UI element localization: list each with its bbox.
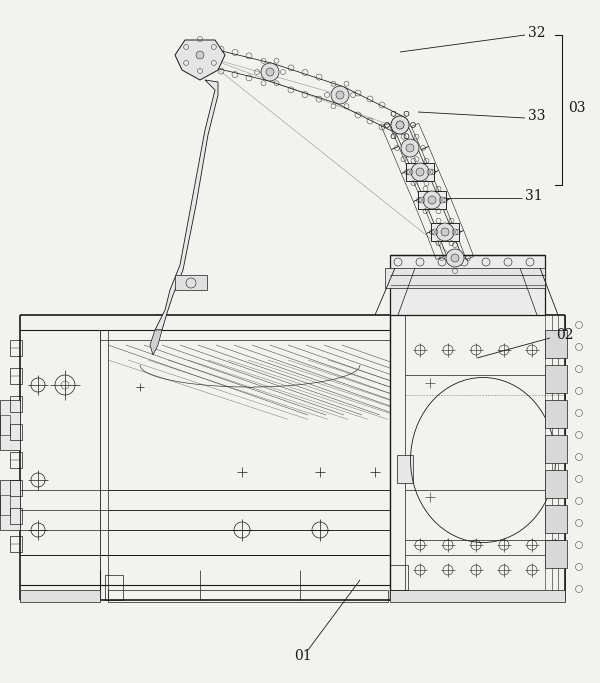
Circle shape (331, 86, 349, 104)
Bar (0, 495, 10, 515)
Circle shape (391, 116, 409, 134)
Bar (397, 455, 413, 483)
Circle shape (441, 228, 449, 236)
Text: 02: 02 (556, 328, 574, 342)
Bar (105, 575, 123, 600)
Bar (545, 400, 567, 428)
Bar (431, 223, 459, 241)
Bar (406, 163, 434, 181)
Circle shape (391, 116, 409, 134)
Polygon shape (155, 80, 218, 330)
Circle shape (266, 68, 274, 76)
Text: 31: 31 (525, 189, 542, 203)
Circle shape (406, 144, 414, 152)
Circle shape (416, 168, 424, 176)
Bar (431, 223, 459, 241)
Circle shape (396, 121, 404, 129)
Bar (418, 191, 446, 209)
Bar (390, 565, 408, 590)
Bar (10, 480, 22, 496)
Polygon shape (175, 40, 225, 80)
Circle shape (428, 196, 436, 204)
Bar (545, 540, 567, 568)
Bar (10, 368, 22, 384)
Bar (390, 255, 545, 315)
Bar (20, 590, 100, 602)
Bar (390, 590, 565, 602)
Circle shape (336, 91, 344, 99)
Circle shape (191, 46, 209, 64)
Bar (385, 268, 545, 288)
Bar (0, 480, 20, 530)
Circle shape (411, 163, 429, 181)
Text: 01: 01 (294, 649, 312, 663)
Bar (545, 330, 567, 358)
Bar (0, 415, 10, 435)
Bar (545, 365, 567, 393)
Bar (108, 590, 388, 602)
Circle shape (261, 63, 279, 81)
Bar (418, 191, 446, 209)
Bar (406, 163, 434, 181)
Bar (10, 396, 22, 412)
Bar (10, 452, 22, 468)
Circle shape (451, 254, 459, 262)
Bar (0, 400, 20, 450)
Circle shape (446, 249, 464, 267)
Circle shape (436, 223, 454, 241)
Circle shape (423, 191, 441, 209)
Bar (10, 536, 22, 552)
Circle shape (396, 121, 404, 129)
Text: 33: 33 (528, 109, 545, 123)
Bar (10, 424, 22, 440)
Polygon shape (150, 330, 162, 355)
Bar (545, 435, 567, 463)
Bar (545, 470, 567, 498)
Circle shape (401, 139, 419, 157)
Text: 03: 03 (568, 101, 586, 115)
Bar (175, 275, 207, 290)
Text: 32: 32 (528, 26, 545, 40)
Bar (545, 505, 567, 533)
Circle shape (196, 51, 204, 59)
Bar (10, 340, 22, 356)
Bar (10, 508, 22, 524)
